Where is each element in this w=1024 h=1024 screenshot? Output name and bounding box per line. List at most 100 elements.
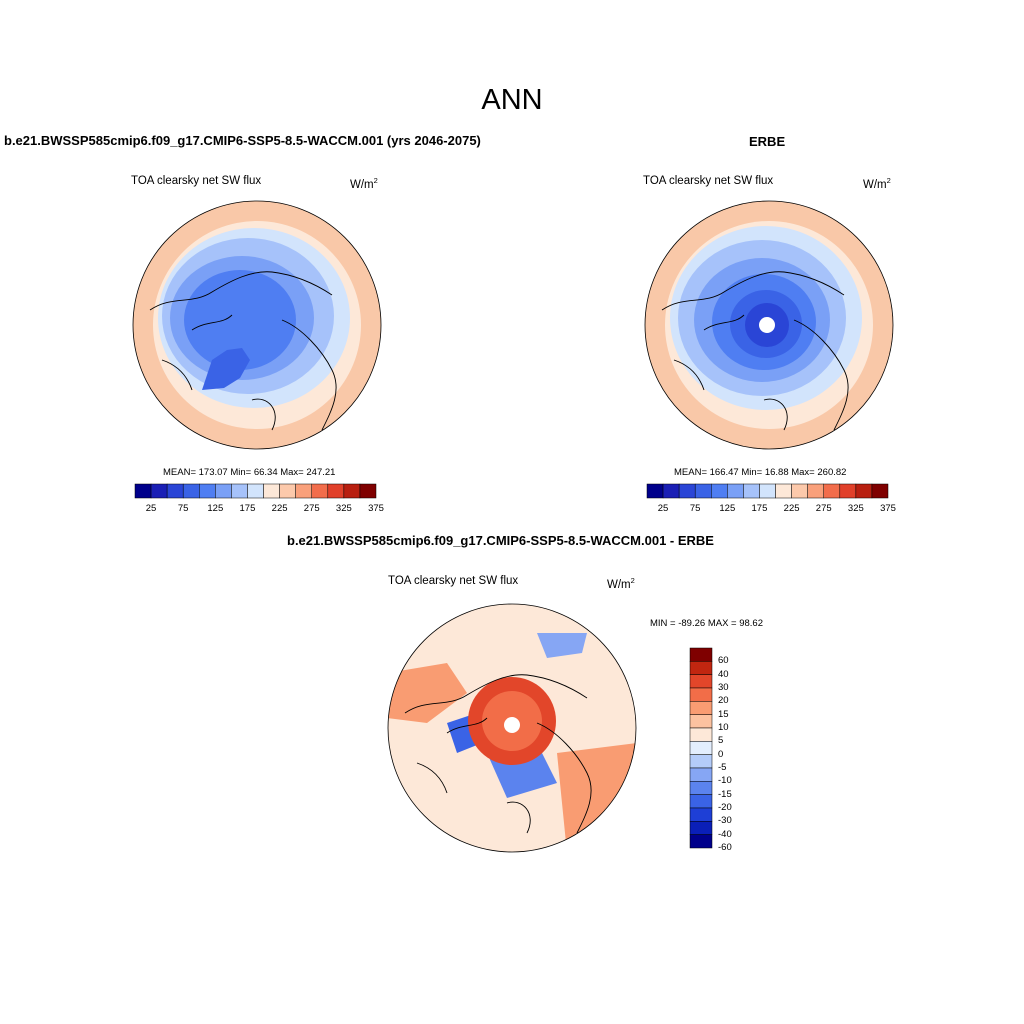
colorbar-segment bbox=[689, 821, 713, 835]
colorbar-segment bbox=[199, 483, 216, 499]
colorbar-segment bbox=[775, 483, 792, 499]
colorbar-segment bbox=[359, 483, 377, 499]
colorbar-tick-label: 225 bbox=[271, 503, 288, 514]
colorbar-segment bbox=[689, 781, 713, 795]
colorbar-segment bbox=[689, 701, 713, 715]
colorbar-segment bbox=[279, 483, 296, 499]
colorbar-tick-label: 75 bbox=[689, 503, 701, 514]
colorbar-tick-label: -60 bbox=[718, 842, 732, 853]
panel-3-stats: MIN = -89.26 MAX = 98.62 bbox=[650, 618, 764, 629]
map-3-patch bbox=[537, 633, 587, 658]
colorbar-tick-label: 375 bbox=[880, 503, 896, 514]
colorbar-tick-label: 125 bbox=[207, 503, 224, 514]
panel-2-units: W/m2 bbox=[863, 176, 891, 191]
map-1-coastline bbox=[149, 271, 337, 431]
colorbar-segment bbox=[166, 483, 184, 499]
panel-3-units: W/m2 bbox=[607, 576, 635, 591]
colorbar-3-ticks: 60 40 30 20 15 10 5 0 -5 -10 -15 -20 -30 -40 -60 bbox=[718, 648, 758, 853]
colorbar-segment bbox=[689, 727, 713, 742]
colorbar-segment bbox=[689, 807, 713, 822]
colorbar-tick-label: -30 bbox=[718, 815, 732, 827]
colorbar-segment bbox=[694, 483, 712, 499]
colorbar-segment bbox=[689, 714, 713, 729]
panel-1-header: b.e21.BWSSP585cmip6.f09_g17.CMIP6-SSP5-8… bbox=[4, 133, 481, 148]
map-panel-3 bbox=[387, 603, 637, 853]
main-title: ANN bbox=[481, 84, 543, 116]
colorbar-segment bbox=[759, 483, 776, 499]
colorbar-segment bbox=[689, 794, 713, 809]
panel-1-units: W/m2 bbox=[350, 176, 378, 191]
colorbar-segment bbox=[327, 483, 345, 499]
colorbar-tick-label: -5 bbox=[718, 762, 727, 773]
colorbar-tick-label: 175 bbox=[239, 503, 256, 514]
colorbar-segment bbox=[134, 483, 152, 499]
colorbar-tick-label: 225 bbox=[783, 503, 800, 514]
map-1-border bbox=[132, 200, 382, 450]
map-3-pole-gap bbox=[504, 717, 520, 733]
panel-1-label: TOA clearsky net SW flux bbox=[131, 175, 262, 187]
colorbar-segment bbox=[743, 483, 760, 499]
map-2-border bbox=[644, 200, 894, 450]
colorbar-segment bbox=[646, 483, 664, 499]
colorbar-segment bbox=[689, 834, 713, 849]
colorbar-segment bbox=[689, 767, 713, 782]
colorbar-segment bbox=[231, 483, 248, 499]
panel-2-label: TOA clearsky net SW flux bbox=[643, 175, 774, 187]
colorbar-segment bbox=[662, 483, 680, 499]
colorbar-segment bbox=[263, 483, 280, 499]
panel-1-stats: MEAN= 173.07 Min= 66.34 Max= 247.21 bbox=[163, 467, 336, 478]
colorbar-tick-label: 325 bbox=[847, 503, 864, 514]
colorbar-segment bbox=[247, 483, 264, 499]
panel-2-header: ERBE bbox=[749, 134, 786, 149]
colorbar-segment bbox=[839, 483, 857, 499]
colorbar-tick-label: 0 bbox=[718, 748, 724, 760]
colorbar-segment bbox=[689, 674, 713, 689]
colorbar-segment bbox=[343, 483, 361, 499]
colorbar-tick-label: -40 bbox=[718, 828, 732, 840]
colorbar-tick-label: -10 bbox=[718, 775, 732, 787]
colorbar-segment bbox=[678, 483, 696, 499]
colorbar-segment bbox=[311, 483, 329, 499]
colorbar-tick-label: 60 bbox=[718, 655, 729, 667]
colorbar-tick-label: 275 bbox=[815, 503, 832, 514]
colorbar-tick-label: 325 bbox=[335, 503, 352, 514]
colorbar-segment bbox=[791, 483, 808, 499]
colorbar-tick-label: 30 bbox=[718, 682, 729, 693]
colorbar-segment bbox=[727, 483, 744, 499]
colorbar-tick-label: 75 bbox=[177, 503, 189, 514]
colorbar-segment bbox=[807, 483, 824, 499]
colorbar-2 bbox=[646, 483, 889, 499]
colorbar-segment bbox=[182, 483, 200, 499]
colorbar-tick-label: 15 bbox=[718, 708, 729, 720]
colorbar-1-ticks: 25 75 125 175 225 275 325 375 bbox=[135, 503, 384, 515]
colorbar-segment bbox=[689, 754, 713, 769]
panel-2-stats: MEAN= 166.47 Min= 16.88 Max= 260.82 bbox=[674, 467, 847, 478]
map-3-coastline bbox=[404, 674, 592, 834]
colorbar-tick-label: 275 bbox=[303, 503, 320, 514]
colorbar-3 bbox=[689, 647, 713, 849]
map-panel-1 bbox=[132, 200, 382, 450]
colorbar-tick-label: 10 bbox=[718, 722, 729, 733]
colorbar-segment bbox=[215, 483, 232, 499]
map-panel-2 bbox=[644, 200, 894, 450]
colorbar-tick-label: -15 bbox=[718, 788, 732, 800]
colorbar-tick-label: 375 bbox=[368, 503, 384, 514]
colorbar-segment bbox=[711, 483, 728, 499]
panel-3-label: TOA clearsky net SW flux bbox=[388, 575, 519, 587]
colorbar-segment bbox=[689, 647, 713, 662]
colorbar-segment bbox=[823, 483, 841, 499]
colorbar-1 bbox=[134, 483, 377, 499]
colorbar-segment bbox=[689, 687, 713, 702]
colorbar-segment bbox=[871, 483, 889, 499]
map-1-band bbox=[184, 270, 296, 370]
colorbar-2-ticks: 25 75 125 175 225 275 325 375 bbox=[647, 503, 896, 515]
colorbar-segment bbox=[689, 661, 713, 675]
map-2-coastline bbox=[661, 271, 849, 431]
map-3-patch bbox=[388, 663, 467, 723]
colorbar-segment bbox=[689, 741, 713, 755]
colorbar-tick-label: 25 bbox=[657, 503, 669, 514]
map-1-greenland bbox=[202, 348, 250, 390]
colorbar-tick-label: 25 bbox=[145, 503, 157, 514]
colorbar-segment bbox=[150, 483, 168, 499]
colorbar-tick-label: 175 bbox=[751, 503, 768, 514]
